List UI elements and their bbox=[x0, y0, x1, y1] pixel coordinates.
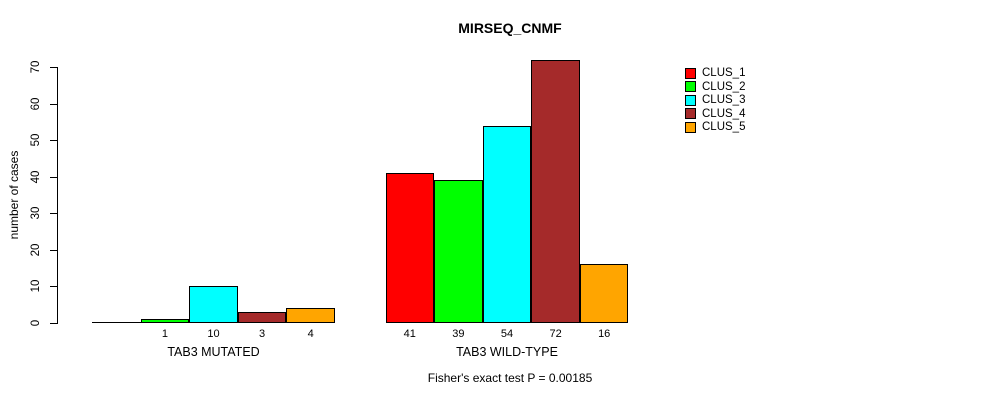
bar bbox=[579, 264, 629, 323]
bar-value-label: 72 bbox=[549, 328, 562, 340]
legend-swatch bbox=[685, 67, 696, 79]
y-tick bbox=[50, 213, 57, 215]
legend-label: CLUS_4 bbox=[702, 107, 746, 120]
y-tick bbox=[50, 176, 57, 178]
y-axis-line bbox=[57, 67, 58, 324]
chart-title: MIRSEQ_CNMF bbox=[458, 20, 562, 36]
y-tick-label-text: 70 bbox=[30, 60, 42, 74]
bar bbox=[482, 126, 532, 323]
legend-swatch bbox=[685, 94, 696, 106]
bar bbox=[531, 60, 580, 323]
bar bbox=[286, 308, 335, 323]
x-category-label-wildtype: TAB3 WILD-TYPE bbox=[456, 345, 558, 359]
bar bbox=[237, 312, 287, 323]
y-tick-label-text: 30 bbox=[30, 206, 42, 220]
legend-swatch bbox=[685, 121, 696, 133]
y-tick-label-text: 0 bbox=[30, 319, 42, 327]
bar bbox=[385, 173, 435, 323]
y-axis-title-text: number of cases bbox=[7, 150, 21, 240]
bar-value-label: 39 bbox=[452, 328, 465, 340]
x-category-label-mutated: TAB3 MUTATED bbox=[167, 345, 260, 359]
bar-zero-height bbox=[92, 322, 141, 323]
y-tick-label-text: 40 bbox=[30, 170, 42, 184]
y-tick bbox=[50, 286, 57, 288]
legend-label: CLUS_3 bbox=[702, 94, 746, 107]
y-tick bbox=[50, 103, 57, 105]
bar-value-label: 41 bbox=[403, 328, 416, 340]
bar-value-label: 4 bbox=[307, 328, 314, 340]
bar-value-label: 54 bbox=[500, 328, 514, 340]
bar bbox=[140, 319, 190, 323]
y-tick-label-text: 60 bbox=[30, 97, 42, 110]
y-tick-label-text: 10 bbox=[30, 280, 42, 293]
bar-value-label: 3 bbox=[259, 328, 266, 340]
y-tick-label-text: 20 bbox=[30, 243, 42, 257]
footnote: Fisher's exact test P = 0.00185 bbox=[427, 371, 593, 385]
y-tick bbox=[50, 323, 57, 324]
legend-label: CLUS_5 bbox=[702, 121, 746, 134]
bar bbox=[189, 286, 238, 323]
y-tick-label-text: 50 bbox=[30, 133, 42, 147]
y-tick bbox=[50, 67, 57, 68]
legend-label: CLUS_2 bbox=[702, 80, 746, 93]
bar-value-label: 1 bbox=[161, 328, 168, 340]
bar-value-label: 16 bbox=[598, 328, 611, 340]
y-tick bbox=[50, 140, 57, 142]
bar-value-label: 10 bbox=[207, 328, 220, 340]
legend-swatch bbox=[685, 81, 696, 93]
y-tick bbox=[50, 249, 57, 251]
legend-swatch bbox=[685, 108, 696, 120]
legend-label: CLUS_1 bbox=[702, 67, 746, 79]
bar bbox=[434, 180, 483, 323]
